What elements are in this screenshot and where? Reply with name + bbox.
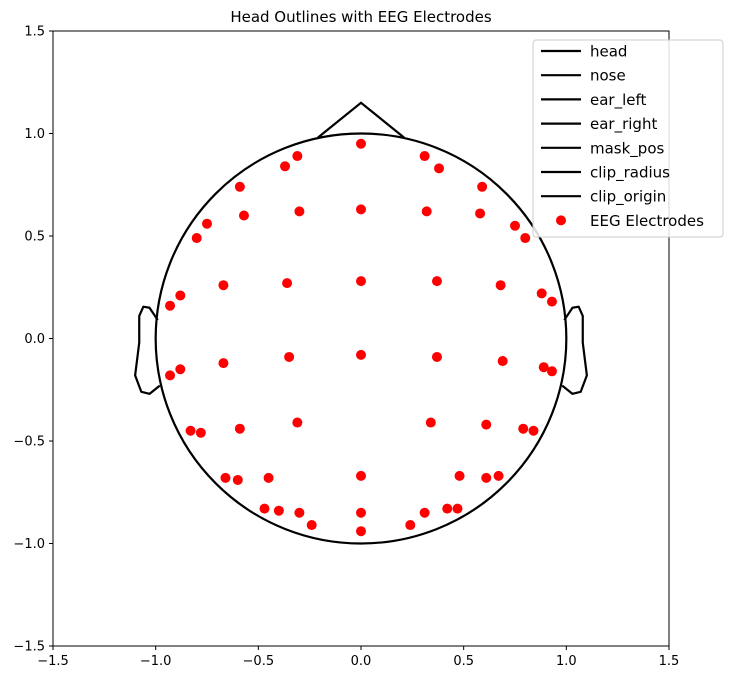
- electrode-point: [292, 417, 303, 428]
- legend-label: clip_radius: [590, 164, 670, 183]
- x-axis: −1.5 −1.0 −0.5 0.0 0.5 1.0 1.5: [37, 646, 679, 669]
- electrode-point: [477, 181, 488, 192]
- chart-title: Head Outlines with EEG Electrodes: [230, 8, 492, 26]
- electrode-point: [263, 472, 274, 483]
- electrode-point: [191, 233, 202, 244]
- y-tick-label: 0.0: [24, 332, 45, 347]
- electrode-point: [419, 507, 430, 518]
- electrode-point: [356, 349, 366, 360]
- electrode-point: [356, 204, 366, 215]
- electrode-point: [431, 351, 442, 362]
- electrode-point: [273, 505, 284, 516]
- electrode-point: [528, 425, 539, 436]
- x-tick-label: 1.5: [659, 654, 680, 669]
- y-axis: −1.5 −1.0 −0.5 0.0 0.5 1.0 1.5: [13, 25, 53, 655]
- electrode-point: [218, 358, 229, 369]
- electrode-point: [520, 233, 531, 244]
- electrode-point: [282, 278, 293, 289]
- x-tick-label: −0.5: [243, 654, 275, 669]
- legend-label: head: [590, 43, 627, 61]
- electrode-point: [546, 296, 557, 307]
- legend-label: clip_origin: [590, 188, 666, 207]
- electrode-point: [185, 425, 196, 436]
- y-tick-label: −1.0: [13, 537, 45, 552]
- y-tick-label: 0.5: [24, 230, 45, 245]
- electrode-point: [495, 280, 506, 291]
- legend-label: ear_right: [590, 115, 657, 134]
- y-tick-label: −0.5: [13, 435, 45, 450]
- electrode-point: [284, 351, 295, 362]
- electrode-point: [510, 220, 520, 231]
- plot-area: [134, 101, 588, 545]
- electrode-point: [218, 280, 229, 291]
- legend-label: mask_pos: [590, 139, 665, 158]
- electrode-point: [220, 472, 231, 483]
- electrode-point: [431, 276, 442, 287]
- x-tick-label: 1.0: [556, 654, 577, 669]
- electrode-point: [405, 520, 416, 531]
- y-tick-label: 1.0: [24, 127, 45, 142]
- x-tick-label: −1.0: [140, 654, 172, 669]
- electrode-point: [306, 520, 317, 531]
- electrode-point: [234, 423, 245, 434]
- electrode-point: [481, 472, 492, 483]
- electrode-point: [259, 503, 270, 514]
- electrode-point: [536, 288, 547, 299]
- electrode-point: [356, 526, 366, 537]
- legend-label: ear_left: [590, 91, 647, 110]
- electrode-point: [546, 366, 557, 377]
- electrode-point: [442, 503, 453, 514]
- electrode-point: [425, 417, 436, 428]
- electrode-point: [294, 507, 305, 518]
- electrode-point: [421, 206, 432, 217]
- electrode-point: [165, 300, 176, 311]
- y-tick-label: −1.5: [13, 640, 45, 655]
- electrode-point: [452, 503, 463, 514]
- x-tick-label: 0.5: [453, 654, 474, 669]
- legend-label: EEG Electrodes: [590, 212, 704, 230]
- electrode-point: [238, 210, 249, 221]
- ear-left-outline: [134, 305, 161, 395]
- electrode-point: [481, 419, 492, 430]
- electrode-point: [280, 161, 291, 172]
- electrode-point: [234, 181, 245, 192]
- electrode-point: [356, 470, 366, 481]
- x-tick-label: 0.0: [351, 654, 372, 669]
- electrode-point: [292, 151, 303, 162]
- electrode-point: [419, 151, 430, 162]
- legend-box: [532, 39, 724, 238]
- x-tick-label: −1.5: [37, 654, 69, 669]
- electrode-point: [475, 208, 486, 219]
- electrode-point: [294, 206, 305, 217]
- electrode-point: [356, 276, 366, 287]
- electrode-point: [538, 362, 549, 373]
- electrode-point: [434, 163, 445, 174]
- electrode-point: [356, 507, 366, 518]
- electrode-point: [493, 470, 504, 481]
- electrode-point: [497, 356, 508, 367]
- electrode-point: [232, 474, 243, 485]
- electrode-point: [454, 470, 465, 481]
- legend-label: nose: [590, 67, 626, 85]
- electrode-point: [195, 427, 206, 438]
- legend: head nose ear_left ear_right mask_pos clip_ra…: [532, 39, 724, 238]
- ear-right-outline: [561, 305, 588, 395]
- head-outline: [154, 132, 568, 545]
- legend-electrode-marker: [556, 215, 566, 226]
- electrode-point: [175, 290, 186, 301]
- y-tick-label: 1.5: [24, 25, 45, 40]
- electrode-point: [175, 364, 186, 375]
- electrode-point: [165, 370, 176, 381]
- electrode-point: [356, 138, 366, 149]
- electrode-point: [518, 423, 529, 434]
- electrode-point: [202, 218, 212, 229]
- nose-outline: [317, 101, 405, 139]
